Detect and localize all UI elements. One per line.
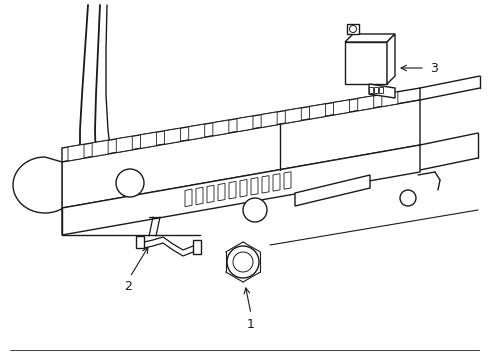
Circle shape [399, 190, 415, 206]
Polygon shape [345, 34, 394, 42]
Polygon shape [294, 175, 369, 206]
Polygon shape [62, 88, 419, 162]
Polygon shape [193, 240, 201, 254]
Polygon shape [13, 157, 63, 213]
Polygon shape [368, 87, 372, 93]
Polygon shape [184, 189, 192, 207]
Polygon shape [164, 128, 180, 144]
Polygon shape [240, 180, 246, 197]
Polygon shape [284, 172, 290, 189]
Text: 1: 1 [246, 318, 254, 330]
Polygon shape [136, 236, 143, 248]
Polygon shape [262, 176, 268, 193]
Circle shape [226, 246, 259, 278]
Polygon shape [188, 124, 204, 140]
Polygon shape [285, 108, 301, 123]
Polygon shape [309, 104, 325, 119]
Polygon shape [345, 42, 386, 84]
Polygon shape [250, 177, 258, 195]
Polygon shape [272, 174, 280, 191]
Polygon shape [378, 87, 382, 93]
Polygon shape [218, 183, 224, 201]
Circle shape [232, 252, 252, 272]
Polygon shape [346, 24, 358, 34]
Polygon shape [116, 136, 132, 153]
Polygon shape [368, 84, 394, 98]
Polygon shape [68, 144, 84, 161]
Polygon shape [92, 140, 108, 157]
Polygon shape [381, 92, 397, 107]
Text: 2: 2 [124, 280, 132, 293]
Polygon shape [333, 100, 349, 115]
Text: 3: 3 [429, 62, 437, 75]
Polygon shape [228, 181, 236, 199]
Polygon shape [373, 87, 377, 93]
Polygon shape [140, 132, 156, 148]
Polygon shape [196, 187, 203, 205]
Circle shape [243, 198, 266, 222]
Polygon shape [206, 185, 214, 203]
Circle shape [116, 169, 143, 197]
Polygon shape [62, 145, 419, 235]
Circle shape [349, 26, 356, 32]
Polygon shape [261, 112, 277, 127]
Polygon shape [212, 120, 228, 136]
Polygon shape [62, 100, 419, 208]
Polygon shape [357, 96, 373, 111]
Polygon shape [386, 34, 394, 84]
Polygon shape [237, 116, 252, 132]
